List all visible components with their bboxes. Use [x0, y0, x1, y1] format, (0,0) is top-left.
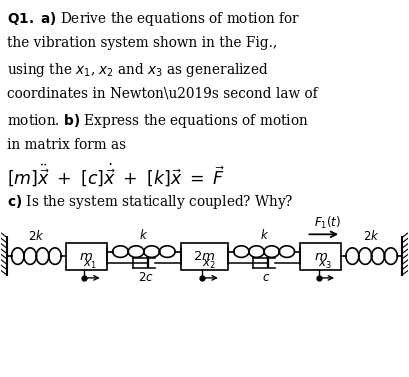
- Text: $[m]\ddot{\vec{x}}\ +\ [c]\dot{\vec{x}}\ +\ [k]\vec{x}\ =\ \vec{F}$: $[m]\ddot{\vec{x}}\ +\ [c]\dot{\vec{x}}\…: [7, 161, 225, 189]
- Text: $x_3$: $x_3$: [318, 258, 332, 271]
- Text: the vibration system shown in the Fig.,: the vibration system shown in the Fig.,: [7, 35, 277, 50]
- Text: $\mathbf{c)}$ Is the system statically coupled? Why?: $\mathbf{c)}$ Is the system statically c…: [7, 193, 293, 211]
- Text: using the $x_1$, $x_2$ and $x_3$ as generalized: using the $x_1$, $x_2$ and $x_3$ as gene…: [7, 61, 268, 79]
- Text: $2k$: $2k$: [28, 229, 45, 243]
- Text: $2m$: $2m$: [193, 250, 216, 263]
- Text: $k$: $k$: [139, 228, 148, 242]
- Text: coordinates in Newton\u2019s second law of: coordinates in Newton\u2019s second law …: [7, 87, 317, 101]
- Text: $x_2$: $x_2$: [202, 258, 216, 271]
- Text: $2k$: $2k$: [363, 229, 380, 243]
- Text: $2c$: $2c$: [138, 271, 154, 284]
- Text: $x_1$: $x_1$: [83, 258, 97, 271]
- Text: $c$: $c$: [262, 271, 270, 284]
- Text: motion. $\mathbf{b)}$ Express the equations of motion: motion. $\mathbf{b)}$ Express the equati…: [7, 112, 308, 130]
- Text: $m$: $m$: [314, 250, 328, 263]
- Bar: [300, 242, 341, 270]
- Bar: [66, 242, 107, 270]
- Text: in matrix form as: in matrix form as: [7, 138, 126, 152]
- Bar: [181, 242, 228, 270]
- Text: $F_1(t)$: $F_1(t)$: [314, 215, 342, 231]
- Text: $m$: $m$: [79, 250, 93, 263]
- Text: $\mathbf{Q1.\ a)}$ Derive the equations of motion for: $\mathbf{Q1.\ a)}$ Derive the equations …: [7, 10, 300, 28]
- Text: $k$: $k$: [260, 228, 269, 242]
